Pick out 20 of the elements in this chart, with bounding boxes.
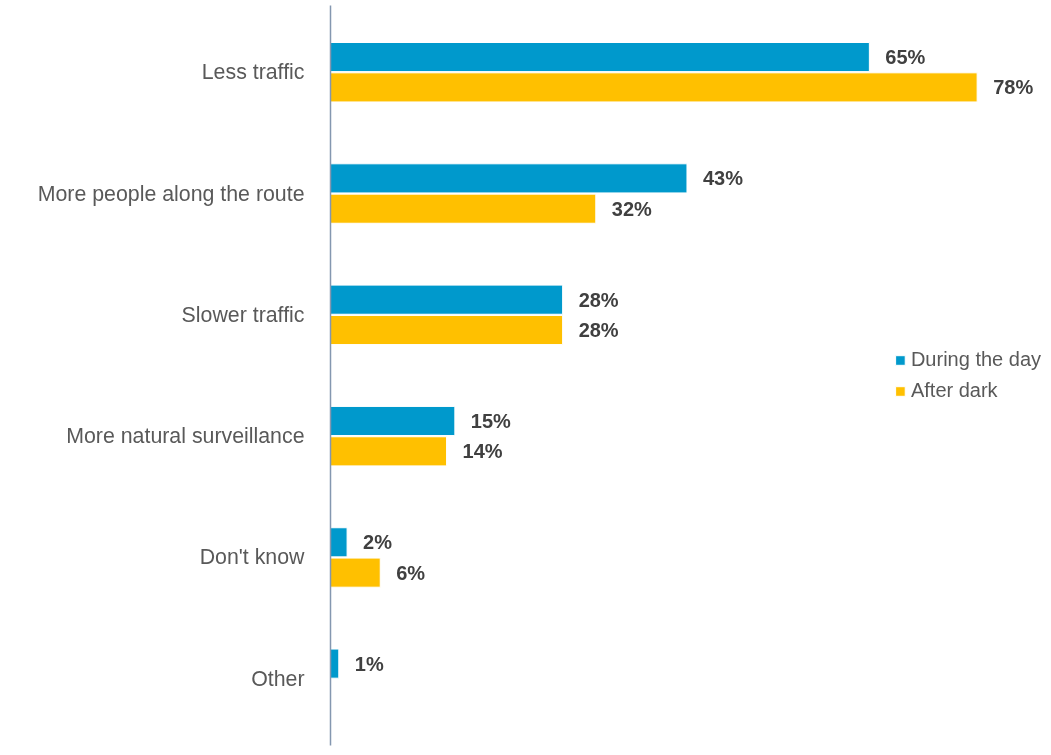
data-label: 6% [396,561,426,584]
data-label: 1% [354,652,384,675]
data-label: 65% [885,46,926,69]
data-label: 2% [363,531,393,554]
data-label: 32% [611,197,653,220]
y-tick-label: Other [251,666,305,691]
bar [330,648,340,679]
data-label: 78% [993,76,1034,99]
legend-label: During the day [910,348,1041,371]
data-label: 43% [702,167,744,190]
y-tick-label: More natural surveillance [66,424,305,449]
y-tick-label: Less traffic [201,60,305,85]
data-label: 15% [470,409,512,432]
legend-label: After dark [910,379,998,402]
y-tick-label: Don't know [199,545,306,570]
y-tick-label: Slower traffic [181,302,305,327]
data-label: 14% [462,440,503,463]
data-label: 28% [578,288,619,311]
data-label: 28% [578,319,619,342]
y-tick-label: More people along the route [37,181,305,206]
